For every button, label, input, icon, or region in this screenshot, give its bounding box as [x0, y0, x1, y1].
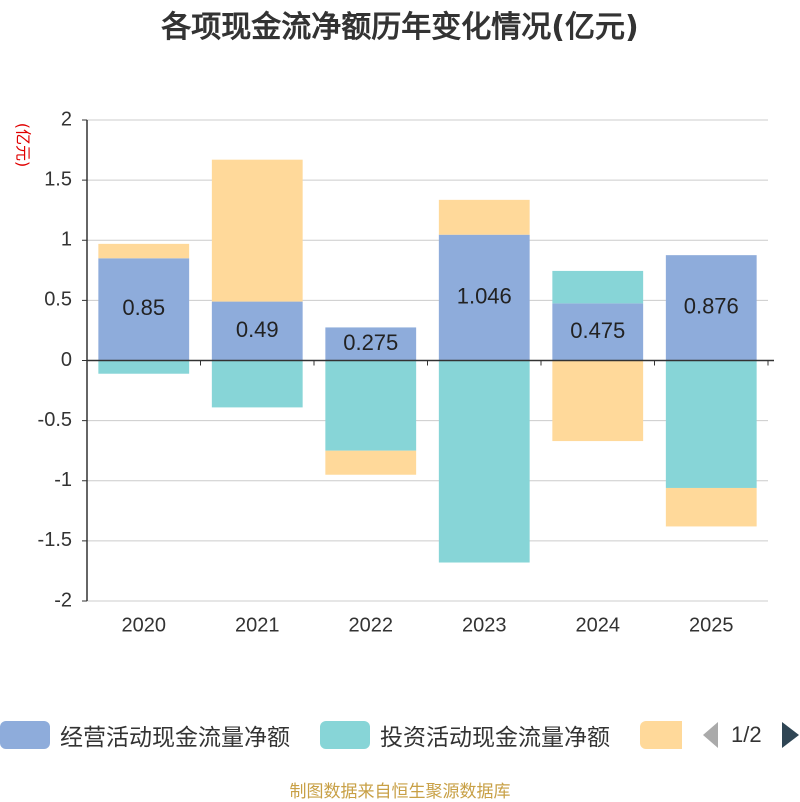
x-tick-label: 2021: [235, 614, 280, 636]
legend-label: 经营活动现金流量净额: [60, 725, 290, 751]
legend-swatch: [0, 721, 50, 749]
legend-item-operating-cash-flow[interactable]: 经营活动现金流量净额: [0, 718, 290, 752]
data-label-2023: 1.046: [457, 283, 512, 308]
data-label-2022: 0.275: [343, 330, 398, 355]
y-axis-unit-label: (亿元): [14, 123, 33, 168]
x-tick-label: 2022: [349, 614, 394, 636]
bar-segment-2024-series-3[interactable]: [552, 360, 644, 442]
bar-segment-2021-series-3[interactable]: [211, 159, 303, 302]
bar-segment-2022-series-2[interactable]: [325, 360, 417, 451]
legend-next-page-icon[interactable]: [782, 722, 799, 753]
data-label-2021: 0.49: [236, 317, 279, 342]
y-tick-label: 1.5: [44, 168, 72, 190]
data-source-footer: 制图数据来自恒生聚源数据库: [289, 782, 511, 802]
legend-swatch: [320, 721, 370, 749]
legend-item-third-series[interactable]: [640, 718, 682, 752]
axes: [82, 119, 774, 602]
bar-segment-2020-series-1[interactable]: [98, 258, 190, 361]
bar-segment-2020-series-3[interactable]: [98, 243, 190, 259]
legend-prev-page-icon[interactable]: [703, 722, 719, 753]
y-tick-label: 0: [61, 349, 72, 371]
y-tick-label: -1: [54, 469, 72, 491]
bar-segment-2023-series-1[interactable]: [438, 234, 530, 361]
data-label-2020: 0.85: [122, 295, 165, 320]
x-tick-label: 2024: [576, 614, 621, 636]
bar-segment-2025-series-2[interactable]: [665, 360, 757, 488]
y-tick-label: 2: [61, 108, 72, 130]
data-label-2025: 0.876: [684, 294, 739, 319]
bar-segment-2022-series-1[interactable]: [325, 327, 417, 361]
legend: 经营活动现金流量净额 投资活动现金流量净额: [0, 718, 682, 752]
bar-segment-2025-series-3[interactable]: [665, 487, 757, 527]
legend-page-indicator: 1/2: [731, 722, 762, 747]
bar-segment-2024-series-1[interactable]: [552, 303, 644, 361]
bar-segment-2023-series-2[interactable]: [438, 360, 530, 563]
y-tick-label: -1.5: [38, 529, 72, 551]
y-tick-label: 0.5: [44, 289, 72, 311]
bar-segment-2021-series-1[interactable]: [211, 301, 303, 361]
y-tick-label: 1: [61, 229, 72, 251]
chart-canvas: 21.510.50-0.5-1-1.5-2 2020 2021 2022 2023 20…: [14, 108, 774, 636]
x-tick-label: 2023: [462, 614, 507, 636]
gridlines: [87, 119, 768, 602]
bar-segment-2022-series-3[interactable]: [325, 450, 417, 475]
y-tick-labels: 2 1.5 1 0.5 0 -0.5 -1 -1.5 -2: [38, 108, 72, 611]
x-tick-label: 2025: [689, 614, 734, 636]
y-tick-label: -2: [54, 589, 72, 611]
legend-pager: 1/2: [700, 718, 800, 752]
data-label-2024: 0.475: [570, 318, 625, 343]
chart-title: 各项现金流净额历年变化情况(亿元): [161, 10, 639, 45]
bar-segment-2025-series-1[interactable]: [665, 255, 757, 361]
data-labels: 0.85 0.49 0.275 1.046 0.475 0.876: [122, 283, 738, 354]
x-tick-labels: 2020 2021 2022 2023 2024 2025: [122, 614, 734, 636]
bar-segment-2021-series-2[interactable]: [211, 360, 303, 408]
legend-item-investing-cash-flow[interactable]: 投资活动现金流量净额: [320, 718, 610, 752]
bar-segment-2024-series-2[interactable]: [552, 270, 644, 304]
y-tick-label: -0.5: [38, 409, 72, 431]
legend-label: 投资活动现金流量净额: [380, 725, 610, 751]
bar-segment-2020-series-2[interactable]: [98, 360, 190, 374]
bars: [98, 159, 757, 563]
bar-segment-2023-series-3[interactable]: [438, 199, 530, 235]
legend-swatch: [640, 721, 682, 749]
x-tick-label: 2020: [122, 614, 167, 636]
